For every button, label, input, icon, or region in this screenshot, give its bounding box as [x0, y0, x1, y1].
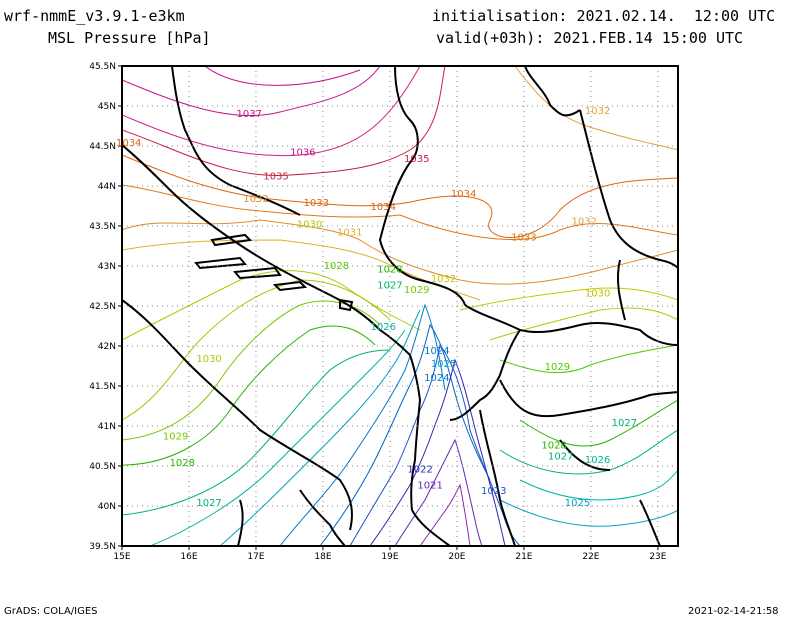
contour-label: 1021 — [417, 480, 442, 491]
contour-label: 1033 — [304, 198, 329, 209]
contour-label: 1030 — [297, 220, 322, 231]
contour-label: 1032 — [243, 194, 268, 205]
x-tick-label: 19E — [381, 552, 398, 562]
contour-label: 1025 — [565, 498, 590, 509]
contour-label: 1036 — [290, 148, 315, 159]
footer-timestamp: 2021-02-14-21:58 — [688, 606, 779, 617]
isobar-lines — [122, 66, 678, 546]
contour-label: 1028 — [541, 440, 566, 451]
contour-label: 1034 — [116, 138, 141, 149]
footer-credit: GrADS: COLA/IGES — [4, 606, 98, 617]
y-tick-label: 42N — [98, 342, 116, 352]
contour-label: 1028 — [324, 261, 349, 272]
y-tick-label: 45N — [98, 102, 116, 112]
contour-label: 1027 — [548, 452, 573, 463]
y-tick-label: 40.5N — [89, 462, 116, 472]
contour-label: 1037 — [237, 109, 262, 120]
contour-label: 1029 — [545, 362, 570, 373]
contour-label: 1024 — [424, 373, 449, 384]
adriatic-islands — [194, 233, 354, 312]
contour-label: 1023 — [481, 486, 506, 497]
contour-label: 1027 — [377, 280, 402, 291]
contour-label: 1034 — [371, 202, 396, 213]
contour-label: 1029 — [163, 432, 188, 443]
x-tick-label: 22E — [582, 552, 599, 562]
y-tick-label: 39.5N — [89, 542, 116, 552]
y-tick-label: 44.5N — [89, 142, 116, 152]
contour-label: 1028 — [377, 264, 402, 275]
x-tick-label: 18E — [314, 552, 331, 562]
x-tick-label: 20E — [448, 552, 465, 562]
contour-label: 1031 — [337, 228, 362, 239]
y-tick-label: 44N — [98, 182, 116, 192]
contour-label: 1035 — [263, 172, 288, 183]
contour-label: 1029 — [404, 285, 429, 296]
y-tick-label: 41N — [98, 422, 116, 432]
plot-frame — [121, 65, 679, 547]
contour-label: 1028 — [170, 458, 195, 469]
contour-label: 1034 — [451, 189, 476, 200]
contour-label: 1035 — [404, 154, 429, 165]
y-axis-ticks: 39.5N 40N 40.5N 41N 41.5N 42N 42.5N 43N 43.5N 44N… — [89, 62, 122, 552]
field-title: MSL Pressure [hPa] — [48, 29, 211, 47]
y-tick-label: 41.5N — [89, 382, 116, 392]
contour-label: 1033 — [511, 232, 536, 243]
valid-time: valid(+03h): 2021.FEB.14 15:00 UTC — [436, 29, 744, 47]
contour-label: 1030 — [196, 354, 221, 365]
x-tick-label: 15E — [113, 552, 130, 562]
contour-labels: 1037 1036 1035 1035 1034 1034 1033 1033 1032 1032… — [116, 106, 637, 509]
y-tick-label: 42.5N — [89, 302, 116, 312]
coastline-borders — [122, 66, 678, 546]
x-tick-label: 23E — [649, 552, 666, 562]
contour-label: 1026 — [371, 322, 396, 333]
contour-label: 1027 — [612, 418, 637, 429]
y-tick-label: 45.5N — [89, 62, 116, 72]
contour-label: 1027 — [196, 498, 221, 509]
x-tick-label: 17E — [247, 552, 264, 562]
y-tick-label: 40N — [98, 502, 116, 512]
x-tick-label: 16E — [180, 552, 197, 562]
y-tick-label: 43N — [98, 262, 116, 272]
x-tick-label: 21E — [515, 552, 532, 562]
model-title: wrf-nmmE_v3.9.1-e3km — [4, 7, 185, 25]
y-tick-label: 43.5N — [89, 222, 116, 232]
grid-lines — [122, 66, 678, 546]
contour-label: 1032 — [585, 106, 610, 117]
contour-label: 1022 — [407, 464, 432, 475]
contour-label: 1032 — [431, 274, 456, 285]
initialisation-time: initialisation: 2021.02.14. 12:00 UTC — [432, 7, 776, 25]
x-axis-ticks: 15E 16E 17E 18E 19E 20E 21E 22E 23E — [113, 546, 667, 562]
contour-label: 1030 — [585, 288, 610, 299]
contour-label: 1024 — [424, 346, 449, 357]
contour-label: 1026 — [585, 455, 610, 466]
contour-label: 1032 — [571, 216, 596, 227]
contour-label: 1025 — [431, 359, 456, 370]
